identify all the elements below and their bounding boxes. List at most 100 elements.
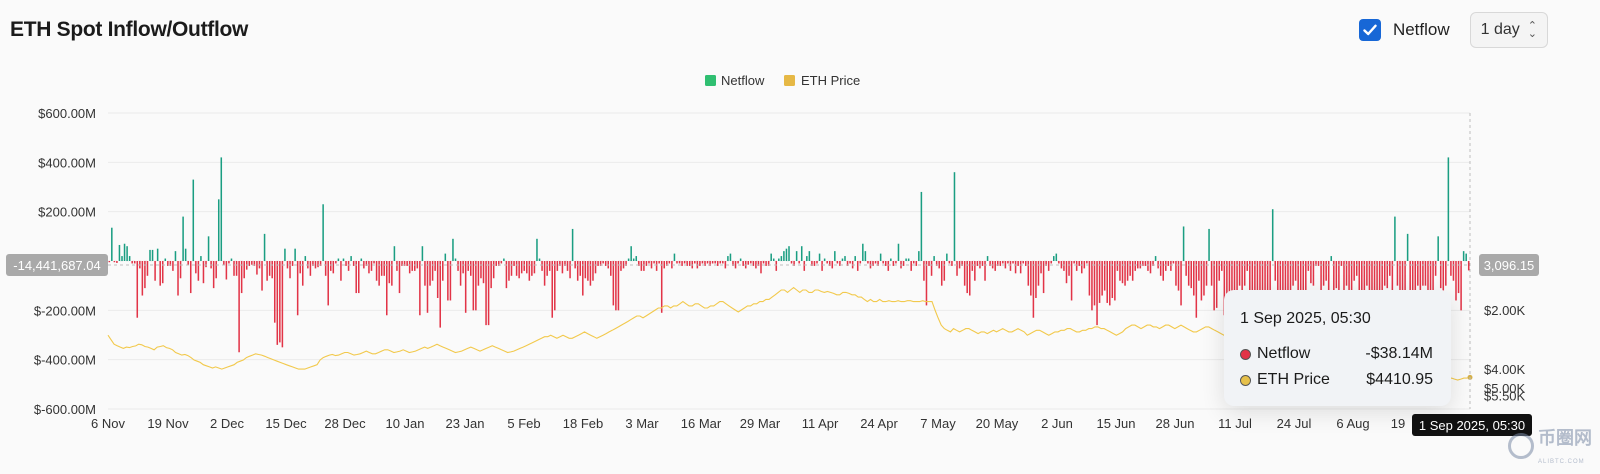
netflow-bar bbox=[487, 261, 490, 326]
netflow-bar bbox=[286, 261, 289, 269]
netflow-bar bbox=[610, 261, 612, 276]
netflow-bar bbox=[1226, 261, 1228, 301]
netflow-bar bbox=[1035, 261, 1037, 298]
netflow-bar bbox=[566, 261, 569, 271]
netflow-bar bbox=[1322, 261, 1325, 286]
netflow-bar bbox=[1465, 253, 1467, 261]
netflow-bar bbox=[1411, 261, 1414, 291]
netflow-bar bbox=[108, 261, 111, 263]
x-tick-label: 6 Aug bbox=[1336, 416, 1369, 431]
netflow-bar bbox=[864, 251, 867, 261]
netflow-bar bbox=[966, 261, 968, 294]
netflow-bar bbox=[1149, 261, 1152, 274]
y-left-tick-label: $-600.00M bbox=[34, 402, 96, 417]
interval-select[interactable]: 1 day ⌃ ⌄ bbox=[1469, 12, 1548, 48]
netflow-bar bbox=[482, 261, 485, 284]
netflow-bar bbox=[699, 261, 701, 266]
netflow-bar bbox=[711, 261, 714, 264]
netflow-bar bbox=[739, 258, 742, 261]
netflow-bar bbox=[128, 256, 131, 261]
netflow-bar bbox=[948, 261, 951, 264]
controls: Netflow 1 day ⌃ ⌄ bbox=[1358, 12, 1548, 48]
x-tick-label: 19 bbox=[1391, 416, 1405, 431]
netflow-bar bbox=[925, 261, 928, 306]
netflow-bar bbox=[1014, 261, 1017, 274]
netflow-bar bbox=[294, 248, 296, 261]
netflow-bar bbox=[1091, 261, 1093, 311]
netflow-bar bbox=[780, 256, 783, 261]
netflow-bar bbox=[1355, 261, 1358, 276]
netflow-bar bbox=[136, 261, 139, 318]
y-left-tick-label: $600.00M bbox=[38, 106, 96, 121]
netflow-bar bbox=[1256, 261, 1259, 301]
netflow-bar bbox=[408, 261, 411, 274]
legend-swatch-price bbox=[784, 75, 795, 86]
netflow-bar bbox=[1228, 261, 1231, 306]
y-left-tick-label: $-400.00M bbox=[34, 353, 96, 368]
netflow-checkbox[interactable] bbox=[1358, 19, 1381, 41]
netflow-bar bbox=[1284, 261, 1287, 291]
netflow-bar bbox=[1190, 261, 1192, 289]
netflow-bar bbox=[1246, 261, 1249, 271]
netflow-bar bbox=[197, 261, 200, 281]
netflow-bar bbox=[1124, 261, 1126, 286]
netflow-bar bbox=[309, 261, 312, 276]
netflow-bar bbox=[859, 261, 862, 264]
netflow-bar bbox=[1434, 261, 1437, 276]
netflow-bar bbox=[770, 253, 772, 261]
netflow-bar bbox=[709, 261, 711, 266]
x-tick-label: 24 Apr bbox=[860, 416, 898, 431]
netflow-bar bbox=[342, 258, 345, 261]
netflow-bar bbox=[1162, 261, 1164, 281]
netflow-bar bbox=[599, 261, 602, 266]
netflow-bar bbox=[1338, 261, 1340, 296]
netflow-bar bbox=[956, 261, 958, 276]
netflow-bar bbox=[1396, 261, 1399, 286]
netflow-bar bbox=[172, 261, 174, 271]
netflow-bar bbox=[1287, 261, 1289, 306]
netflow-bar bbox=[480, 261, 482, 279]
netflow-bar bbox=[1137, 261, 1139, 269]
crosshair-x-label: 1 Sep 2025, 05:30 bbox=[1419, 418, 1525, 433]
netflow-bar bbox=[1386, 261, 1389, 289]
netflow-toggle-label: Netflow bbox=[1392, 20, 1450, 39]
netflow-bar bbox=[503, 258, 505, 261]
netflow-bar bbox=[154, 261, 156, 281]
netflow-bar bbox=[299, 261, 301, 274]
netflow-bar bbox=[694, 261, 696, 264]
netflow-bar bbox=[706, 261, 709, 264]
netflow-bar bbox=[1187, 261, 1190, 286]
tooltip-netflow-value: -$38.14M bbox=[1365, 345, 1433, 362]
netflow-bar bbox=[635, 256, 638, 261]
netflow-bar bbox=[1432, 261, 1434, 306]
netflow-bar bbox=[223, 261, 225, 265]
netflow-bar bbox=[253, 261, 256, 266]
netflow-bar bbox=[1119, 261, 1121, 281]
netflow-bar bbox=[1081, 261, 1083, 274]
netflow-bar bbox=[823, 258, 826, 261]
netflow-bar bbox=[401, 261, 403, 266]
netflow-bar bbox=[714, 261, 716, 264]
netflow-bar bbox=[167, 261, 169, 266]
netflow-bar bbox=[1333, 261, 1335, 298]
netflow-bar bbox=[546, 261, 548, 276]
netflow-bar bbox=[189, 261, 192, 294]
netflow-bar bbox=[225, 261, 228, 280]
netflow-bar bbox=[426, 261, 429, 313]
netflow-bar bbox=[589, 261, 592, 286]
netflow-bar bbox=[526, 261, 528, 274]
netflow-bar bbox=[935, 261, 938, 266]
netflow-bar bbox=[579, 261, 582, 276]
netflow-bar bbox=[365, 261, 368, 266]
netflow-bar bbox=[877, 261, 879, 266]
netflow-bar bbox=[434, 261, 436, 271]
netflow-bar bbox=[612, 261, 615, 306]
netflow-bar bbox=[790, 261, 793, 264]
netflow-bar bbox=[806, 256, 808, 261]
netflow-bar bbox=[116, 261, 118, 263]
netflow-bar bbox=[1254, 261, 1256, 311]
netflow-bar bbox=[1142, 261, 1144, 266]
netflow-bar bbox=[785, 248, 788, 261]
netflow-bar bbox=[457, 261, 459, 271]
